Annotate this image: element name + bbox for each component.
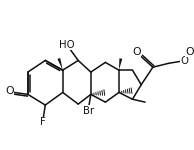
Text: O: O <box>132 47 141 57</box>
Text: O: O <box>181 56 189 66</box>
Text: O: O <box>185 47 194 57</box>
Text: HO: HO <box>59 40 74 50</box>
Text: Br: Br <box>83 106 94 116</box>
Polygon shape <box>57 58 63 70</box>
Text: O: O <box>5 87 14 96</box>
Polygon shape <box>119 58 122 70</box>
Text: F: F <box>41 117 46 128</box>
